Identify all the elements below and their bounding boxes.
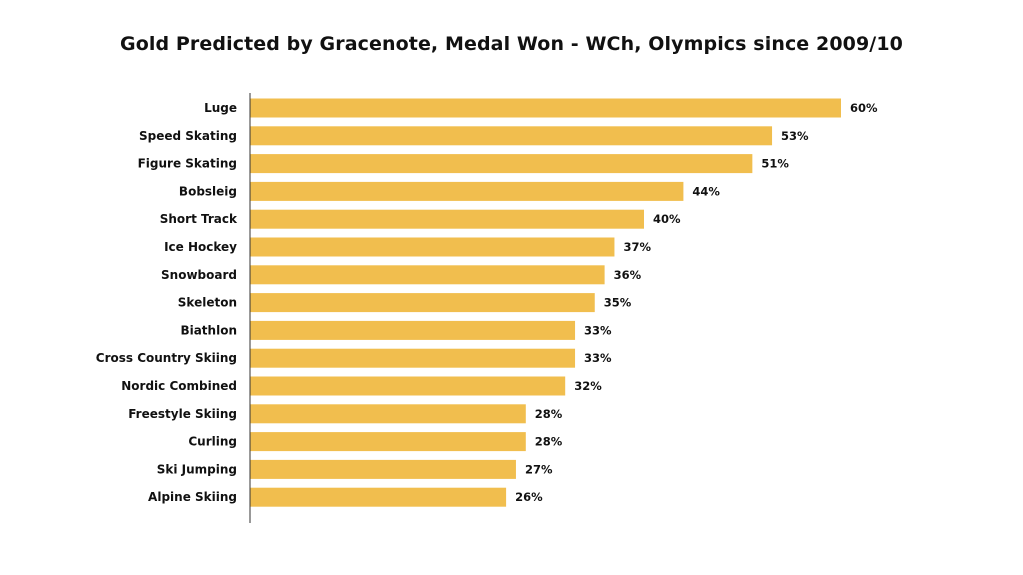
value-label-freestyle-skiing: 28% — [535, 407, 563, 421]
bar-figure-skating — [250, 154, 753, 174]
category-label-ski-jumping: Ski Jumping — [157, 462, 237, 476]
category-label-nordic-combined: Nordic Combined — [121, 379, 237, 393]
value-label-short-track: 40% — [653, 212, 681, 226]
value-label-nordic-combined: 32% — [574, 379, 602, 393]
category-label-snowboard: Snowboard — [161, 268, 237, 282]
bar-nordic-combined — [250, 376, 566, 396]
value-label-snowboard: 36% — [614, 268, 642, 282]
category-label-short-track: Short Track — [160, 212, 238, 226]
value-label-cross-country-skiing: 33% — [584, 351, 612, 365]
value-label-ice-hockey: 37% — [623, 240, 651, 254]
bar-curling — [250, 432, 526, 452]
value-label-curling: 28% — [535, 435, 563, 449]
category-labels-layer: Luge Speed Skating Figure Skating Bobsleig S… — [96, 101, 238, 504]
category-label-figure-skating: Figure Skating — [138, 157, 237, 171]
category-label-curling: Curling — [188, 435, 237, 449]
value-label-biathlon: 33% — [584, 323, 612, 337]
value-label-skeleton: 35% — [604, 296, 632, 310]
category-label-freestyle-skiing: Freestyle Skiing — [128, 407, 237, 421]
bar-luge — [250, 98, 841, 118]
bar-cross-country-skiing — [250, 348, 576, 368]
bar-snowboard — [250, 265, 605, 285]
category-label-speed-skating: Speed Skating — [139, 129, 237, 143]
value-label-luge: 60% — [850, 101, 878, 115]
bar-ice-hockey — [250, 237, 615, 257]
bars-layer — [250, 98, 841, 507]
bar-biathlon — [250, 320, 576, 340]
bar-ski-jumping — [250, 459, 516, 479]
category-label-bobsleig: Bobsleig — [179, 184, 237, 198]
category-label-cross-country-skiing: Cross Country Skiing — [96, 351, 237, 365]
value-labels-layer: 60% 53% 51% 44% 40%37% 36% 35% 33% 33% 32% 28% 28% 2… — [515, 101, 878, 504]
value-label-ski-jumping: 27% — [525, 462, 553, 476]
value-label-alpine-skiing: 26% — [515, 490, 543, 504]
bar-short-track — [250, 209, 644, 229]
bar-skeleton — [250, 293, 595, 313]
category-label-alpine-skiing: Alpine Skiing — [148, 490, 237, 504]
bar-speed-skating — [250, 126, 773, 146]
value-label-figure-skating: 51% — [761, 157, 789, 171]
category-label-luge: Luge — [204, 101, 237, 115]
bar-freestyle-skiing — [250, 404, 526, 424]
category-label-biathlon: Biathlon — [180, 323, 237, 337]
bar-alpine-skiing — [250, 487, 507, 507]
category-label-ice-hockey: Ice Hockey — [164, 240, 237, 254]
chart-title: Gold Predicted by Gracenote, Medal Won -… — [120, 33, 903, 55]
category-label-skeleton: Skeleton — [178, 296, 237, 310]
value-label-speed-skating: 53% — [781, 129, 809, 143]
bar-bobsleig — [250, 181, 684, 201]
value-label-bobsleig: 44% — [692, 184, 720, 198]
